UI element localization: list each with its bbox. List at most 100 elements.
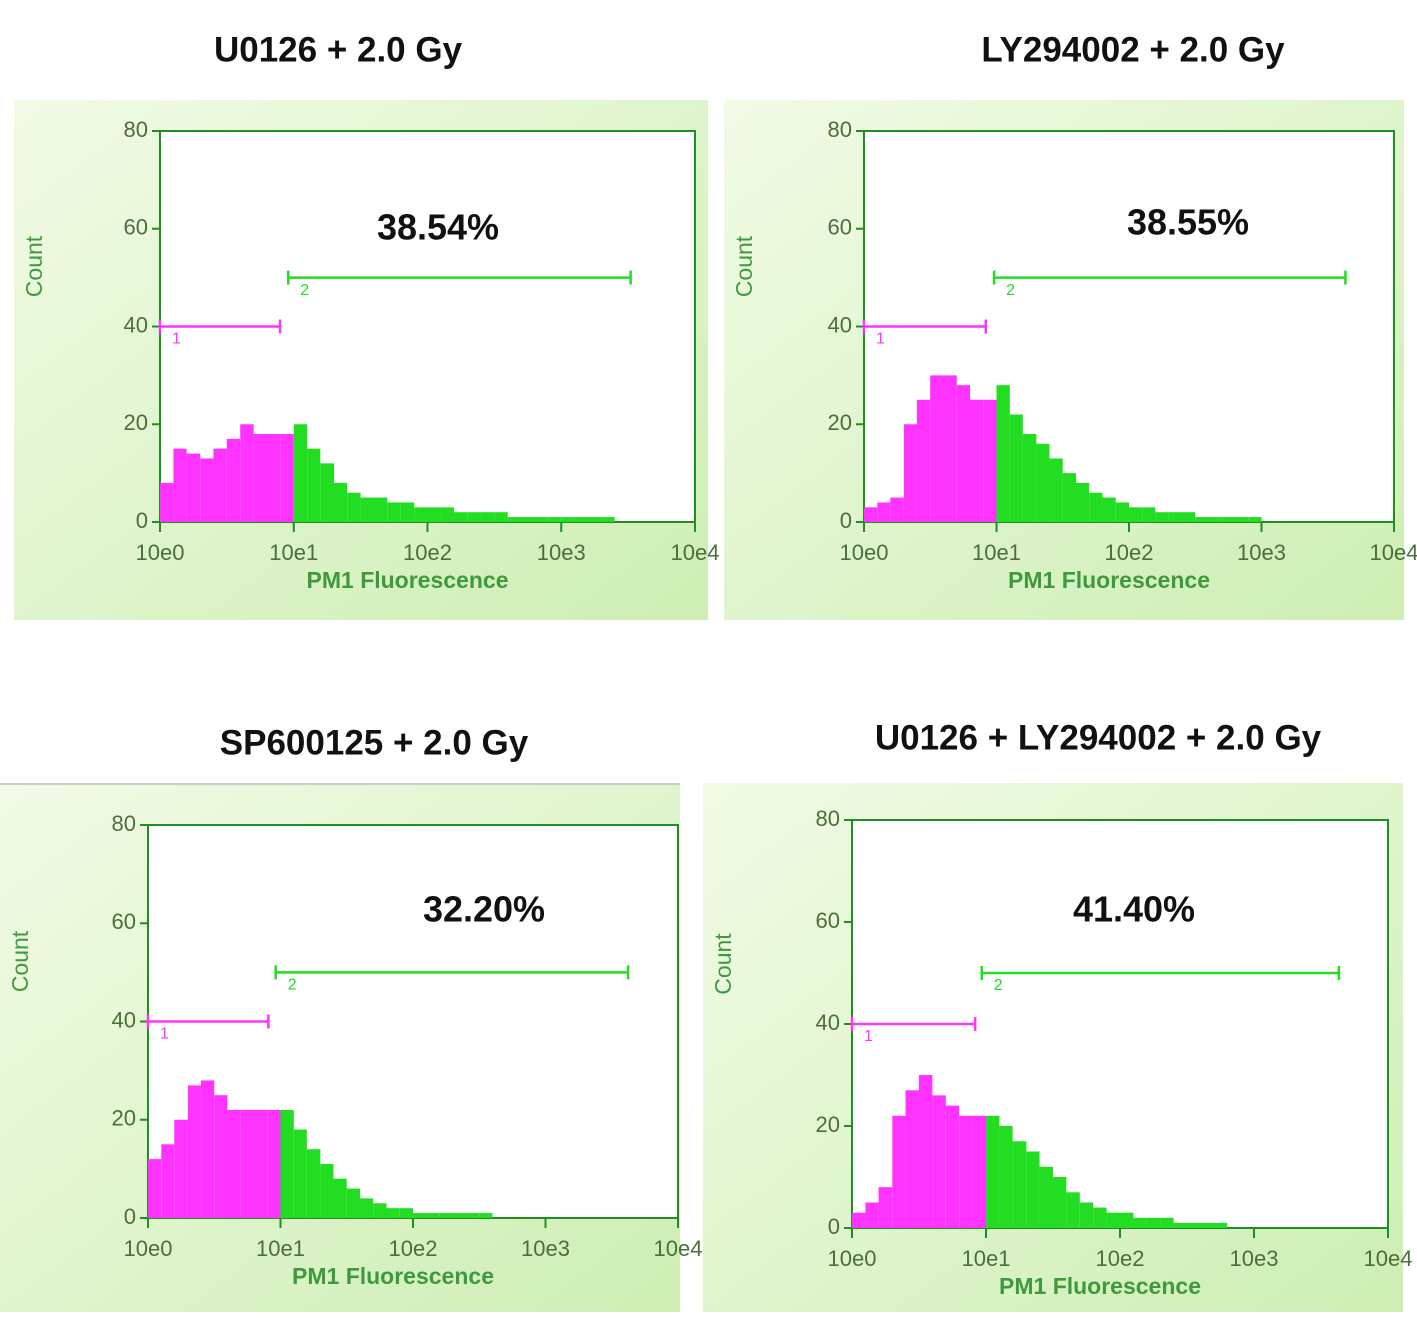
bar bbox=[916, 399, 931, 522]
bar bbox=[1089, 492, 1103, 522]
bar bbox=[1129, 507, 1143, 522]
annotation: 41.40% bbox=[1073, 889, 1195, 930]
y-tick-label: 60 bbox=[124, 215, 148, 240]
x-axis-label: PM1 Fluorescence bbox=[1008, 567, 1210, 593]
bar bbox=[399, 1208, 413, 1218]
bar bbox=[588, 517, 602, 522]
bar bbox=[1022, 434, 1037, 522]
bar bbox=[1173, 1222, 1187, 1228]
bar bbox=[1009, 414, 1023, 522]
x-tick-label: 10e0 bbox=[828, 1246, 877, 1271]
y-tick-label: 80 bbox=[112, 811, 136, 836]
bar bbox=[1106, 1212, 1120, 1228]
x-tick-label: 10e2 bbox=[389, 1236, 438, 1261]
x-tick-label: 10e4 bbox=[1370, 540, 1417, 565]
bar bbox=[890, 497, 904, 522]
bar bbox=[1200, 1222, 1214, 1228]
x-tick-label: 10e1 bbox=[269, 540, 318, 565]
bar bbox=[320, 463, 335, 522]
bar bbox=[359, 1198, 374, 1218]
gate-label: 2 bbox=[1006, 282, 1015, 299]
bar bbox=[186, 453, 201, 522]
annotation: 38.55% bbox=[1127, 202, 1249, 243]
bar bbox=[467, 512, 481, 522]
y-tick-label: 60 bbox=[816, 908, 840, 933]
bar bbox=[999, 1126, 1013, 1228]
panel: U0126 + 2.0 Gy 0 20 40 60 80 10e0 10e1 10e2 10e3 1… bbox=[14, 30, 719, 620]
y-tick-label: 40 bbox=[816, 1010, 840, 1035]
bar bbox=[427, 507, 441, 522]
y-tick-label: 20 bbox=[828, 410, 852, 435]
bar bbox=[373, 497, 388, 522]
bar bbox=[1039, 1166, 1053, 1228]
bar bbox=[983, 399, 997, 522]
y-tick-label: 60 bbox=[112, 909, 136, 934]
gate-label: 2 bbox=[288, 977, 297, 994]
bar bbox=[360, 497, 374, 522]
bar bbox=[267, 1109, 281, 1218]
bar bbox=[1213, 1222, 1228, 1228]
bar bbox=[426, 1213, 440, 1218]
x-axis-label: PM1 Fluorescence bbox=[307, 567, 509, 593]
bar bbox=[320, 1163, 334, 1218]
bar bbox=[187, 1085, 201, 1218]
y-tick-label: 0 bbox=[136, 508, 148, 533]
x-tick-label: 10e4 bbox=[654, 1236, 703, 1261]
gate-label: 1 bbox=[172, 331, 181, 348]
bar bbox=[1181, 512, 1196, 522]
bar bbox=[240, 1109, 255, 1218]
bar bbox=[160, 482, 174, 522]
bar bbox=[200, 1080, 215, 1218]
x-tick-label: 10e1 bbox=[962, 1246, 1011, 1271]
bar bbox=[306, 1149, 321, 1218]
bar bbox=[414, 507, 428, 522]
bar bbox=[1102, 497, 1116, 522]
panel: LY294002 + 2.0 Gy 0 20 40 60 80 10e0 10e1 10e2 10… bbox=[724, 30, 1417, 620]
bar bbox=[440, 507, 455, 522]
bar bbox=[1012, 1141, 1027, 1228]
bar bbox=[1133, 1217, 1147, 1228]
gate-label: 1 bbox=[160, 1026, 169, 1043]
bar bbox=[1079, 1202, 1094, 1228]
bar bbox=[1115, 502, 1129, 522]
bar bbox=[227, 1109, 241, 1218]
bar bbox=[413, 1213, 427, 1218]
bar bbox=[226, 438, 241, 522]
bar bbox=[480, 512, 495, 522]
y-axis-label: Count bbox=[21, 235, 47, 297]
y-tick-label: 0 bbox=[840, 508, 852, 533]
y-tick-label: 80 bbox=[816, 806, 840, 831]
bar bbox=[213, 448, 227, 522]
y-tick-label: 20 bbox=[124, 410, 148, 435]
bar bbox=[387, 502, 401, 522]
bar bbox=[1155, 512, 1169, 522]
bar bbox=[865, 1202, 879, 1228]
y-tick-label: 40 bbox=[124, 312, 148, 337]
y-tick-label: 40 bbox=[112, 1007, 136, 1032]
bar bbox=[293, 424, 308, 522]
bar bbox=[521, 517, 535, 522]
x-tick-label: 10e3 bbox=[537, 540, 586, 565]
bar bbox=[1142, 507, 1156, 522]
x-axis-label: PM1 Fluorescence bbox=[999, 1273, 1201, 1299]
bar bbox=[1093, 1207, 1107, 1228]
bar bbox=[986, 1115, 1000, 1228]
bar bbox=[877, 502, 891, 522]
bar bbox=[280, 1109, 294, 1218]
bar bbox=[1221, 517, 1236, 522]
gate-label: 2 bbox=[994, 977, 1003, 994]
x-tick-label: 10e4 bbox=[671, 540, 720, 565]
bar bbox=[1235, 517, 1249, 522]
x-tick-label: 10e0 bbox=[136, 540, 185, 565]
x-axis-label: PM1 Fluorescence bbox=[292, 1263, 494, 1289]
bar bbox=[454, 512, 468, 522]
bar bbox=[996, 385, 1010, 522]
y-axis-label: Count bbox=[710, 933, 736, 995]
x-tick-label: 10e1 bbox=[256, 1236, 305, 1261]
y-tick-label: 80 bbox=[124, 117, 148, 142]
x-tick-label: 10e1 bbox=[972, 540, 1021, 565]
y-tick-label: 20 bbox=[112, 1106, 136, 1131]
bar bbox=[161, 1144, 175, 1218]
bar bbox=[400, 502, 415, 522]
